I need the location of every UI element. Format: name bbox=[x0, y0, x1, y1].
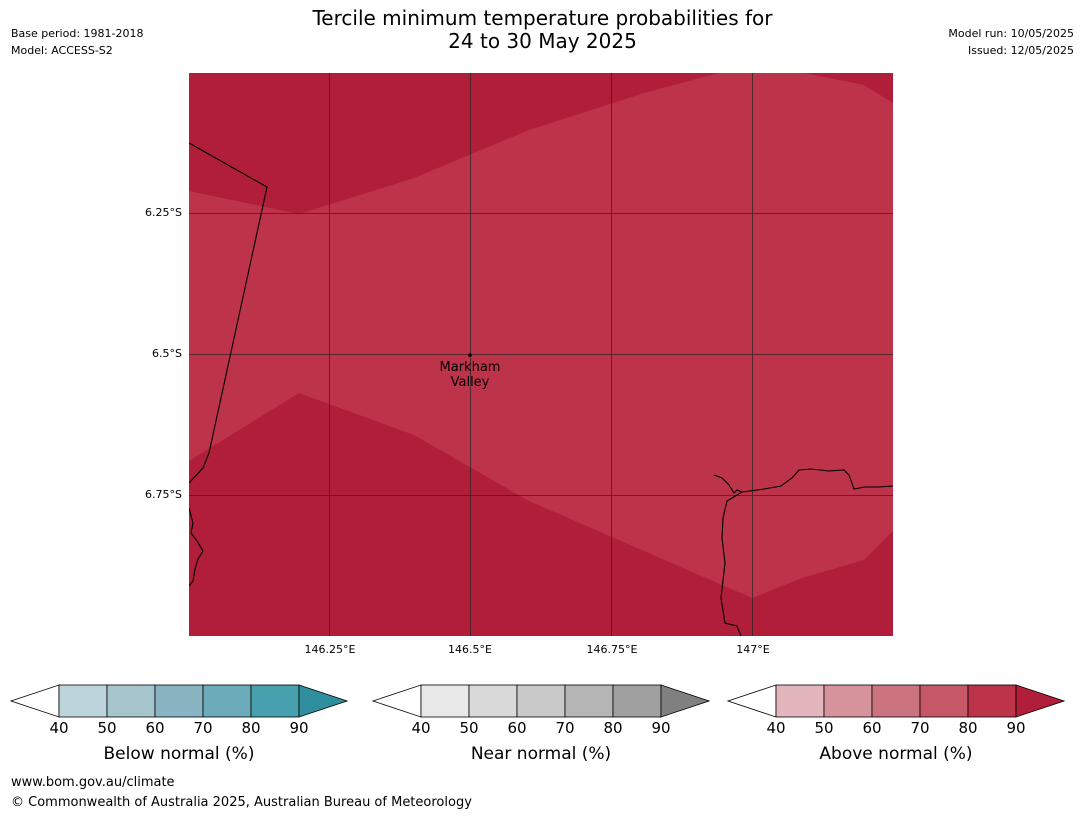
colorbar-swatch bbox=[106, 684, 156, 718]
colorbar-tick-label: 90 bbox=[651, 719, 671, 737]
colorbar-0 bbox=[10, 684, 348, 718]
colorbar-1 bbox=[372, 684, 710, 718]
colorbar-extend-low bbox=[10, 684, 60, 718]
issued-date: Issued: 12/05/2025 bbox=[967, 44, 1074, 57]
colorbar-tick-label: 60 bbox=[862, 719, 882, 737]
colorbar-tick-label: 80 bbox=[241, 719, 261, 737]
colorbar-swatch bbox=[154, 684, 204, 718]
lon-label: 146.75°E bbox=[586, 643, 638, 656]
colorbar-swatch bbox=[420, 684, 470, 718]
lat-label: 6.25°S bbox=[145, 206, 182, 219]
colorbar-swatch bbox=[612, 684, 662, 718]
colorbar-tick-label: 70 bbox=[910, 719, 930, 737]
colorbar-swatch bbox=[967, 684, 1017, 718]
colorbar-swatch bbox=[775, 684, 825, 718]
colorbar-tick-label: 50 bbox=[459, 719, 479, 737]
map-title-line1: Tercile minimum temperature probabilitie… bbox=[312, 6, 773, 30]
colorbar-tick-label: 50 bbox=[814, 719, 834, 737]
map-panel bbox=[189, 73, 893, 636]
colorbar-tick-label: 70 bbox=[555, 719, 575, 737]
colorbar-title: Below normal (%) bbox=[103, 744, 255, 764]
model-name: Model: ACCESS-S2 bbox=[11, 44, 113, 57]
colorbar-tick-label: 80 bbox=[603, 719, 623, 737]
footer-url[interactable]: www.bom.gov.au/climate bbox=[11, 775, 175, 790]
colorbar-2 bbox=[727, 684, 1065, 718]
colorbar-tick-label: 40 bbox=[766, 719, 786, 737]
colorbar-extend-low bbox=[727, 684, 777, 718]
colorbar-swatch bbox=[823, 684, 873, 718]
map-border-line bbox=[189, 142, 268, 484]
colorbar-extend-high bbox=[1015, 684, 1065, 718]
meta-right: Model run: 10/05/2025 Issued: 12/05/2025 bbox=[948, 25, 1074, 59]
colorbar-swatch bbox=[564, 684, 614, 718]
place-label-line2: Valley bbox=[450, 375, 490, 390]
colorbar-swatch bbox=[516, 684, 566, 718]
colorbar-tick-label: 90 bbox=[1006, 719, 1026, 737]
colorbar-tick-label: 60 bbox=[145, 719, 165, 737]
meta-left: Base period: 1981-2018 Model: ACCESS-S2 bbox=[11, 25, 143, 59]
colorbar-swatch bbox=[468, 684, 518, 718]
colorbar-extend-high bbox=[660, 684, 710, 718]
colorbar-extend-low bbox=[372, 684, 422, 718]
colorbar-tick-label: 70 bbox=[193, 719, 213, 737]
map-graticule bbox=[189, 73, 893, 636]
lon-label: 146.5°E bbox=[448, 643, 492, 656]
colorbar-tick-label: 60 bbox=[507, 719, 527, 737]
coastline-east bbox=[713, 474, 744, 636]
place-label: Markham Valley bbox=[420, 360, 520, 390]
colorbar-tick-label: 40 bbox=[49, 719, 69, 737]
lat-label: 6.5°S bbox=[152, 347, 182, 360]
colorbar-tick-label: 40 bbox=[411, 719, 431, 737]
base-period: Base period: 1981-2018 bbox=[11, 27, 144, 40]
coastline-east-shore bbox=[741, 468, 893, 493]
colorbar-swatch bbox=[58, 684, 108, 718]
lat-label: 6.75°S bbox=[145, 488, 182, 501]
colorbar-tick-label: 50 bbox=[97, 719, 117, 737]
colorbar-swatch bbox=[871, 684, 921, 718]
colorbar-swatch bbox=[919, 684, 969, 718]
map-region-above-80 bbox=[189, 73, 893, 598]
colorbar-swatch bbox=[202, 684, 252, 718]
colorbar-tick-label: 80 bbox=[958, 719, 978, 737]
coastline-west bbox=[189, 507, 204, 587]
colorbar-swatch bbox=[250, 684, 300, 718]
lon-label: 147°E bbox=[736, 643, 770, 656]
colorbar-title: Near normal (%) bbox=[470, 744, 612, 764]
colorbar-tick-label: 90 bbox=[289, 719, 309, 737]
colorbar-title: Above normal (%) bbox=[819, 744, 973, 764]
markham-valley-marker bbox=[468, 353, 472, 357]
footer-copyright: © Commonwealth of Australia 2025, Austra… bbox=[11, 795, 472, 810]
colorbar-extend-high bbox=[298, 684, 348, 718]
lon-label: 146.25°E bbox=[304, 643, 356, 656]
map-title: Tercile minimum temperature probabilitie… bbox=[0, 7, 1085, 53]
map-title-line2: 24 to 30 May 2025 bbox=[448, 29, 637, 53]
model-run: Model run: 10/05/2025 bbox=[948, 27, 1074, 40]
place-label-line1: Markham bbox=[439, 360, 501, 375]
